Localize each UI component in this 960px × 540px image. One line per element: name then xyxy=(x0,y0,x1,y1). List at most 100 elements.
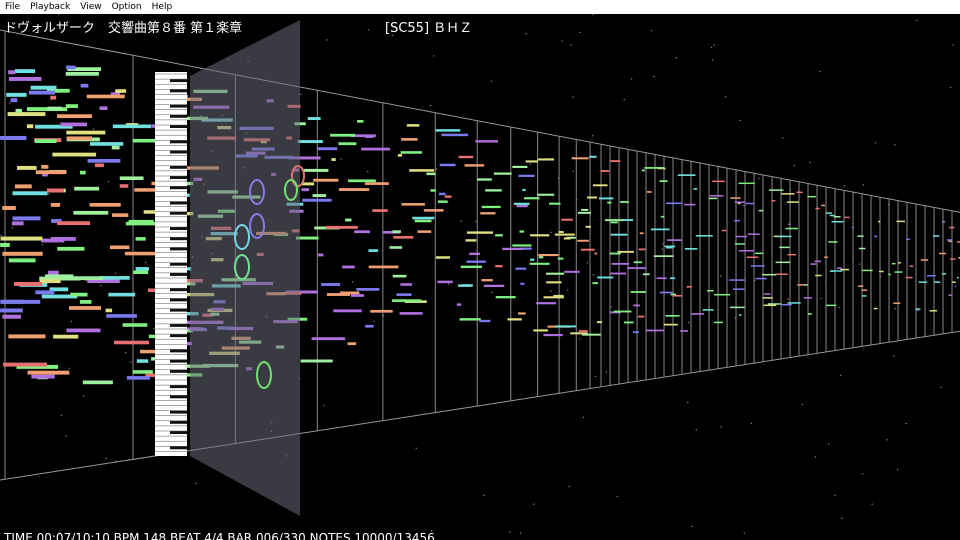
note xyxy=(66,130,106,135)
note xyxy=(755,277,767,280)
note xyxy=(670,293,677,296)
menu-item[interactable]: View xyxy=(80,2,102,12)
star xyxy=(68,367,70,370)
note xyxy=(915,308,921,310)
note xyxy=(824,256,828,259)
note xyxy=(475,140,499,143)
note xyxy=(86,94,125,99)
note xyxy=(956,276,959,279)
note xyxy=(861,289,868,291)
note xyxy=(764,293,771,295)
star xyxy=(509,531,511,533)
black-key xyxy=(170,104,187,108)
note xyxy=(557,257,564,260)
note xyxy=(775,261,791,264)
star xyxy=(65,435,67,437)
note xyxy=(546,281,562,284)
menu-item[interactable]: Playback xyxy=(30,2,71,12)
note xyxy=(417,230,432,233)
note xyxy=(493,172,512,175)
star xyxy=(57,14,60,15)
note xyxy=(891,262,896,265)
note xyxy=(35,170,67,175)
note xyxy=(460,265,482,269)
note xyxy=(807,313,812,315)
star xyxy=(0,234,2,237)
note xyxy=(342,265,355,269)
menu-item[interactable]: File xyxy=(5,2,21,12)
note xyxy=(684,248,698,250)
note xyxy=(480,212,496,215)
note xyxy=(592,184,608,187)
note xyxy=(389,246,403,249)
note xyxy=(400,151,422,154)
star xyxy=(11,227,13,229)
note xyxy=(787,302,801,304)
note xyxy=(125,221,166,226)
note xyxy=(734,219,740,222)
ring xyxy=(234,254,250,280)
note xyxy=(787,253,797,256)
note xyxy=(39,279,61,284)
note xyxy=(650,228,670,231)
note xyxy=(69,306,102,310)
note xyxy=(462,284,473,287)
note xyxy=(135,237,146,241)
star xyxy=(490,80,493,82)
star xyxy=(662,243,664,245)
note xyxy=(26,124,34,129)
port-label: [SC55] ＢＨＺ xyxy=(385,21,473,36)
note xyxy=(57,221,91,226)
note xyxy=(581,333,601,336)
star xyxy=(653,75,655,78)
star xyxy=(447,283,450,285)
star xyxy=(743,532,745,534)
note xyxy=(16,364,59,369)
black-key xyxy=(170,165,187,169)
note xyxy=(325,225,358,229)
star xyxy=(905,422,907,425)
star xyxy=(533,503,535,505)
note xyxy=(2,251,43,256)
star xyxy=(757,177,760,180)
black-key xyxy=(170,288,187,292)
note xyxy=(592,282,599,285)
star xyxy=(834,494,836,497)
note xyxy=(481,279,493,282)
note xyxy=(695,235,713,237)
note xyxy=(633,304,640,307)
note xyxy=(12,191,48,196)
star xyxy=(326,39,328,41)
menu-item[interactable]: Help xyxy=(151,2,173,12)
note xyxy=(365,135,374,138)
star xyxy=(153,328,155,330)
note xyxy=(546,272,565,275)
note xyxy=(858,247,866,250)
note xyxy=(41,164,49,169)
black-key xyxy=(170,89,187,93)
note xyxy=(41,238,65,243)
star xyxy=(368,29,370,31)
note xyxy=(714,293,730,296)
note xyxy=(659,180,668,182)
note xyxy=(57,114,92,119)
note xyxy=(738,182,755,185)
menu-item[interactable]: Option xyxy=(111,2,142,12)
note xyxy=(458,155,474,159)
star xyxy=(100,284,102,287)
note xyxy=(99,276,130,280)
note xyxy=(59,276,104,281)
note xyxy=(771,199,776,202)
note xyxy=(495,296,516,299)
star xyxy=(886,439,888,441)
note xyxy=(396,293,412,296)
note xyxy=(826,304,837,307)
note xyxy=(94,163,104,168)
black-key xyxy=(170,237,187,241)
star xyxy=(650,29,653,32)
black-key xyxy=(170,349,187,353)
note xyxy=(41,294,78,299)
black-key xyxy=(170,211,187,215)
star xyxy=(92,128,95,130)
star xyxy=(433,55,435,57)
